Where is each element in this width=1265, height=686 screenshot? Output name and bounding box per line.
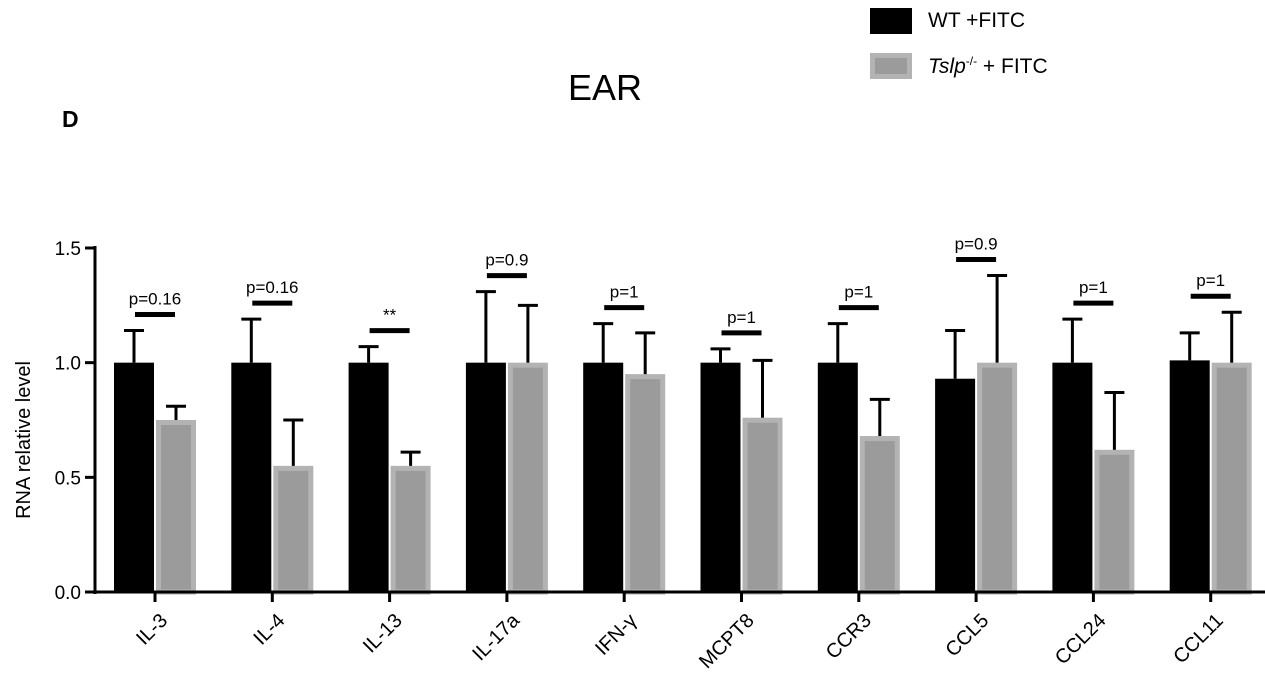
x-tick-label: MCPT8 bbox=[695, 610, 758, 673]
bar-tslp bbox=[859, 436, 900, 595]
bars-layer bbox=[114, 360, 1252, 595]
x-tick-label: IL-3 bbox=[132, 610, 172, 650]
bar-tslp bbox=[390, 465, 431, 595]
significance-label: p=1 bbox=[1196, 271, 1225, 290]
bar-wt bbox=[583, 362, 624, 592]
y-tick-label: 1.5 bbox=[55, 239, 81, 260]
legend-label-tslp: Tslp-/- + FITC bbox=[928, 53, 1048, 78]
bar-wt bbox=[465, 362, 506, 592]
bar-wt bbox=[1052, 362, 1093, 592]
x-tick-label: IL-17a bbox=[468, 609, 524, 665]
y-tick-label: 1.0 bbox=[55, 354, 81, 375]
bar-tslp bbox=[1211, 362, 1252, 595]
bar-wt bbox=[1169, 360, 1210, 592]
significance-label: p=0.16 bbox=[129, 290, 181, 309]
chart-title: EAR bbox=[568, 67, 643, 108]
panel-label: D bbox=[62, 106, 79, 132]
x-tick-label: CCL24 bbox=[1051, 610, 1111, 670]
legend-label-wt: WT +FITC bbox=[928, 9, 1026, 32]
legend-item-wt: WT +FITC bbox=[870, 7, 1025, 35]
x-tick-label: CCL5 bbox=[942, 610, 994, 662]
significance-label: p=1 bbox=[1079, 278, 1108, 297]
y-tick-label: 0.0 bbox=[55, 583, 81, 604]
x-tick-label: CCL11 bbox=[1169, 610, 1228, 669]
legend-item-tslp: Tslp-/- + FITC bbox=[870, 52, 1048, 80]
significance-label: p=1 bbox=[610, 283, 639, 302]
error-bars-layer bbox=[124, 274, 1242, 466]
significance-annotations-layer: p=0.16 p=0.16 ** p=0.9 p=1 p=1 p=1 p=0.9 p=1 p=1 bbox=[129, 235, 1231, 336]
bar-tslp bbox=[156, 420, 196, 595]
significance-label: p=1 bbox=[844, 283, 873, 302]
bar-tslp bbox=[1094, 449, 1135, 595]
x-tick-label: CCR3 bbox=[822, 610, 876, 664]
significance-label: ** bbox=[383, 306, 397, 325]
bar-wt bbox=[935, 378, 976, 592]
legend-swatch-wt bbox=[870, 8, 912, 34]
significance-label: p=1 bbox=[727, 308, 756, 327]
x-tick-label: IL-13 bbox=[359, 610, 407, 658]
bar-tslp bbox=[507, 362, 548, 595]
significance-label: p=0.9 bbox=[485, 251, 528, 270]
y-axis-label: RNA relative level bbox=[13, 361, 35, 519]
bar-wt bbox=[114, 362, 154, 592]
bar-tslp bbox=[273, 465, 314, 595]
bar-tslp bbox=[977, 362, 1018, 595]
bar-wt bbox=[231, 362, 272, 592]
bar-tslp bbox=[625, 374, 666, 595]
x-tick-label: IL-4 bbox=[250, 610, 290, 650]
bar-wt bbox=[700, 362, 741, 592]
bar-wt bbox=[817, 362, 858, 592]
bar-wt bbox=[348, 362, 389, 592]
significance-label: p=0.16 bbox=[246, 278, 298, 297]
x-tick-label: IFN-γ bbox=[591, 610, 641, 660]
legend-swatch-tslp bbox=[870, 53, 912, 79]
significance-label: p=0.9 bbox=[955, 235, 998, 254]
y-tick-label: 0.5 bbox=[55, 468, 81, 489]
bar-tslp bbox=[742, 417, 783, 595]
